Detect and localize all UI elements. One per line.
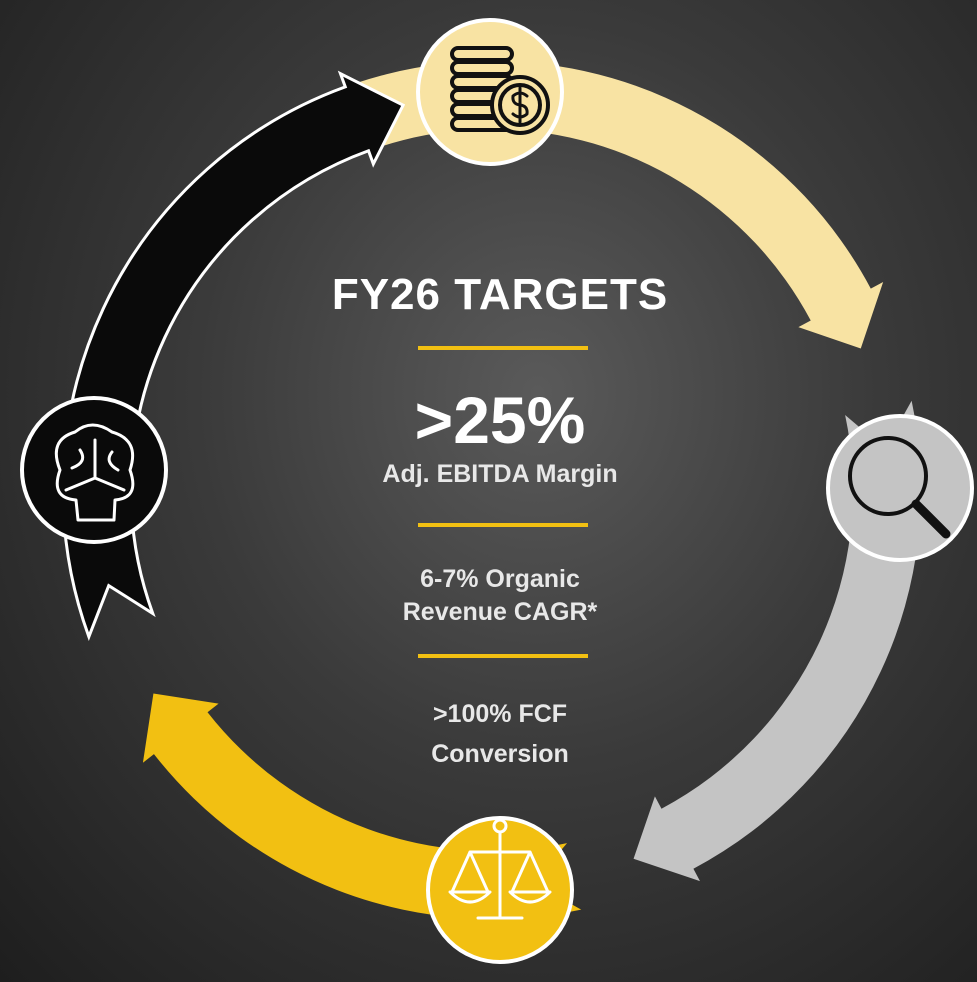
divider [418, 346, 588, 350]
target-line: Conversion [431, 740, 569, 768]
title: FY26 TARGETS [331, 270, 669, 319]
cycle-arrow [61, 70, 406, 641]
coins-icon [450, 46, 550, 135]
target-line: >100% FCF [432, 700, 568, 728]
icon-part [498, 83, 542, 127]
target-line: Revenue CAGR* [402, 598, 598, 626]
target-line: 6-7% Organic [420, 565, 580, 593]
icon-part [511, 86, 529, 124]
brain-icon [54, 423, 135, 522]
icon-part [54, 423, 135, 522]
magnifier-icon [848, 436, 951, 539]
icon-part [848, 436, 928, 516]
icon-part [448, 830, 552, 920]
icon-part [492, 818, 508, 834]
divider [418, 654, 588, 658]
scales-icon [448, 818, 552, 920]
highlight-label: Adj. EBITDA Margin [382, 460, 618, 488]
node-circle [826, 414, 974, 562]
highlight-value: >25% [414, 383, 586, 457]
icon-part [911, 499, 951, 539]
divider [418, 523, 588, 527]
